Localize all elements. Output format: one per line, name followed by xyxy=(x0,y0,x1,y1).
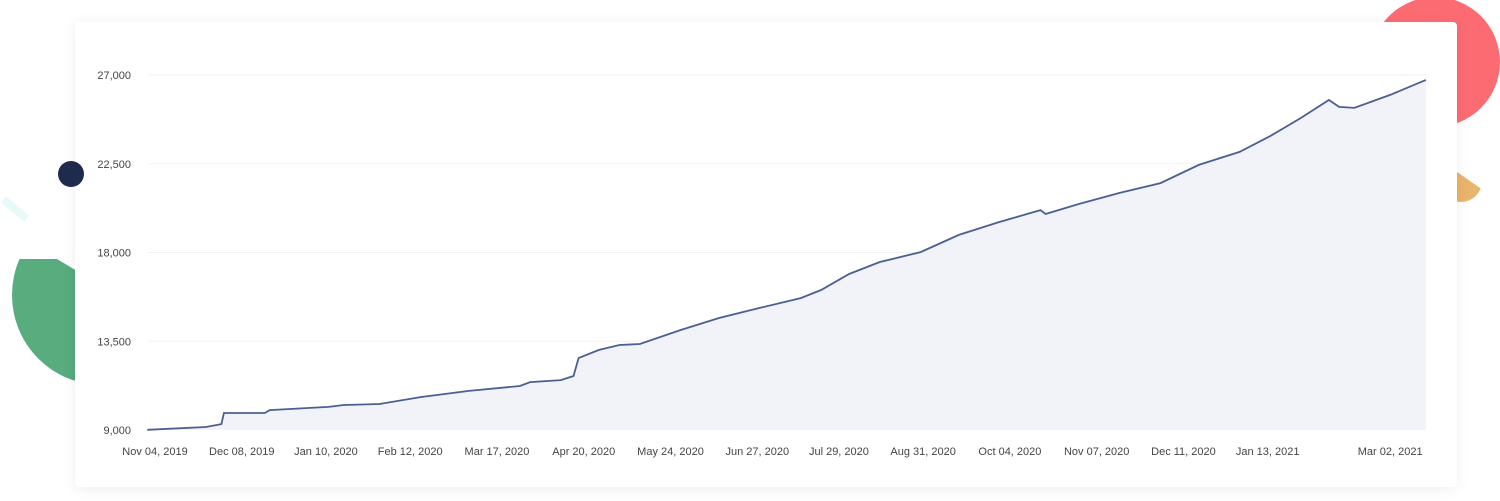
y-axis: 27,000 22,500 18,000 13,500 9,000 xyxy=(97,70,131,437)
x-tick-label: Jun 27, 2020 xyxy=(725,446,789,458)
x-tick-label: Jan 10, 2020 xyxy=(294,446,358,458)
x-tick-label: Oct 04, 2020 xyxy=(978,446,1041,458)
y-tick-label: 22,500 xyxy=(97,159,131,171)
x-tick-label: Feb 12, 2020 xyxy=(378,446,443,458)
series-line xyxy=(147,79,1427,431)
area-fill xyxy=(147,79,1426,431)
x-tick-label: Dec 11, 2020 xyxy=(1151,446,1216,458)
x-axis: Nov 04, 2019 Dec 08, 2019 Jan 10, 2020 Feb … xyxy=(122,446,1422,458)
x-tick-label: Apr 20, 2020 xyxy=(552,446,615,458)
x-tick-label: Aug 31, 2020 xyxy=(890,446,955,458)
x-tick-label: Nov 04, 2019 xyxy=(122,446,187,458)
x-tick-label: May 24, 2020 xyxy=(637,446,704,458)
x-tick-label: Mar 02, 2021 xyxy=(1358,446,1423,458)
y-tick-label: 9,000 xyxy=(103,425,131,437)
x-tick-label: Jul 29, 2020 xyxy=(809,446,869,458)
y-tick-label: 18,000 xyxy=(97,248,131,260)
x-tick-label: Dec 08, 2019 xyxy=(209,446,274,458)
x-tick-label: Jan 13, 2021 xyxy=(1236,446,1300,458)
y-tick-label: 27,000 xyxy=(97,70,131,82)
decorative-navy-dot xyxy=(58,161,84,187)
x-tick-label: Nov 07, 2020 xyxy=(1064,446,1129,458)
y-tick-label: 13,500 xyxy=(97,336,131,348)
x-tick-label: Mar 17, 2020 xyxy=(465,446,530,458)
